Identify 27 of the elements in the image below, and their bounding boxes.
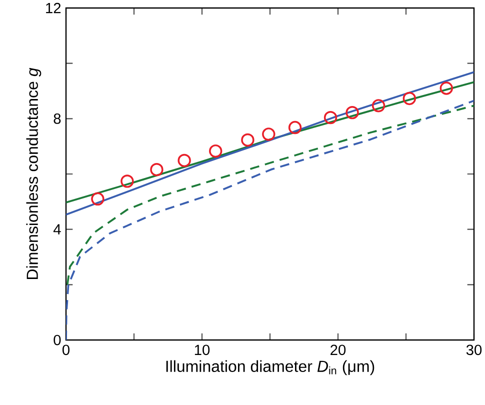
y-tick-label: 0 <box>54 334 61 346</box>
x-tick-label: 30 <box>466 344 482 356</box>
x-tick-label: 0 <box>62 344 70 356</box>
point <box>346 106 359 120</box>
point <box>178 154 191 168</box>
point <box>440 82 453 95</box>
x-tick-label: 10 <box>194 344 210 356</box>
y-tick-label: 4 <box>53 224 61 234</box>
y-axis-title: Dimensionless conductance g <box>26 68 42 279</box>
line-series <box>66 100 474 340</box>
y-tick-label: 8 <box>54 113 61 124</box>
point <box>288 120 302 134</box>
x-tick-label: 20 <box>330 344 346 356</box>
line-series <box>66 71 474 216</box>
line-series <box>66 104 474 286</box>
point <box>91 192 104 206</box>
point <box>120 174 134 188</box>
point <box>150 162 164 176</box>
y-tick-label: 12 <box>46 2 61 14</box>
point <box>209 144 222 158</box>
point <box>241 133 254 147</box>
x-axis-title: Illumination diameter D$_{in}$ (μm) <box>166 360 374 376</box>
line-series <box>66 81 474 204</box>
point <box>372 99 386 112</box>
point <box>324 110 338 124</box>
point <box>402 92 416 106</box>
point <box>262 128 276 141</box>
